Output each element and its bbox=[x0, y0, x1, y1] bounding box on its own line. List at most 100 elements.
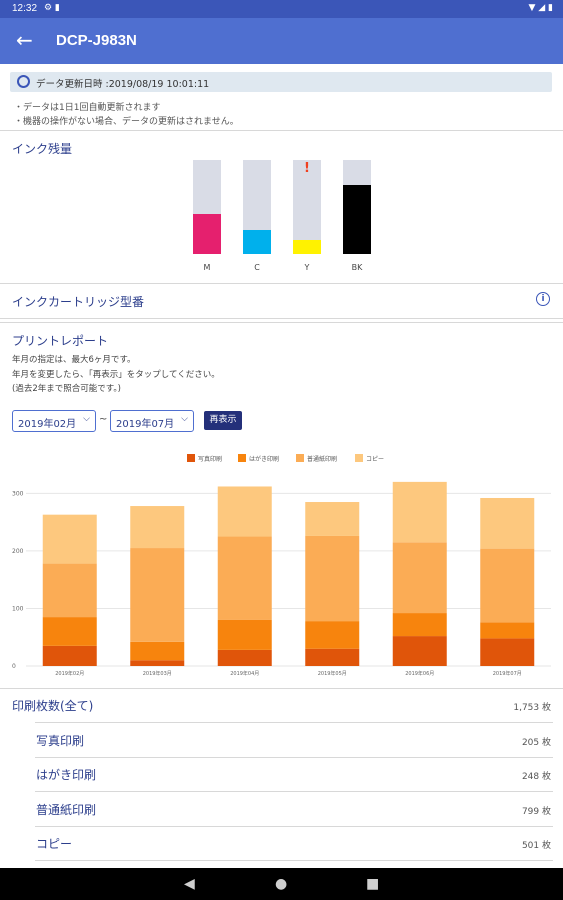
ink-label: C bbox=[254, 263, 260, 272]
bar-segment bbox=[392, 481, 447, 543]
ink-label: Y bbox=[304, 263, 310, 272]
bar-segment bbox=[305, 621, 360, 649]
to-month-select[interactable]: 2019年07月 ⌵ bbox=[110, 410, 194, 432]
back-arrow-icon[interactable]: ← bbox=[16, 28, 33, 52]
ink-cartridge-c bbox=[243, 160, 271, 254]
legend-item: 普通紙印刷 bbox=[296, 454, 337, 463]
x-tick-label: 2019年06月 bbox=[405, 670, 434, 677]
x-tick-label: 2019年07月 bbox=[493, 670, 522, 677]
bar-segment bbox=[42, 617, 97, 646]
from-month-select[interactable]: 2019年02月 ⌵ bbox=[12, 410, 96, 432]
legend-label: コピー bbox=[366, 456, 385, 463]
bar-segment bbox=[217, 486, 272, 537]
ink-cartridge-m bbox=[193, 160, 221, 254]
legend-label: はがき印刷 bbox=[249, 456, 280, 463]
x-tick-label: 2019年02月 bbox=[55, 670, 84, 677]
bar-segment bbox=[480, 548, 535, 623]
stat-total-label: 印刷枚数(全て) bbox=[12, 699, 94, 713]
x-tick-label: 2019年05月 bbox=[318, 670, 347, 677]
bar-segment bbox=[392, 542, 447, 614]
ink-section-title: インク残量 bbox=[12, 142, 73, 156]
from-month-value: 2019年02月 bbox=[18, 419, 77, 430]
ink-level-fill bbox=[343, 185, 371, 254]
ink-label: BK bbox=[351, 263, 363, 272]
legend-swatch bbox=[238, 454, 246, 462]
ink-level-fill bbox=[243, 229, 271, 254]
divider bbox=[0, 318, 563, 319]
range-separator: ~ bbox=[99, 414, 108, 425]
legend-swatch bbox=[355, 454, 363, 462]
bar-segment bbox=[305, 502, 360, 536]
page-title: DCP-J983N bbox=[56, 32, 137, 49]
ink-cartridge-bk bbox=[343, 160, 371, 254]
bar-segment bbox=[130, 506, 185, 549]
bar-segment bbox=[217, 649, 272, 666]
divider bbox=[35, 860, 553, 861]
divider bbox=[35, 722, 553, 723]
to-month-value: 2019年07月 bbox=[116, 419, 175, 430]
divider bbox=[0, 688, 563, 689]
info-icon[interactable]: i bbox=[536, 292, 550, 306]
nav-recents-icon[interactable]: ■ bbox=[366, 876, 380, 892]
x-tick-label: 2019年04月 bbox=[230, 670, 259, 677]
y-tick-label: 200 bbox=[12, 548, 24, 555]
bar-segment bbox=[392, 613, 447, 637]
legend-label: 写真印刷 bbox=[198, 456, 223, 463]
update-note: ・機器の操作がない場合、データの更新はされません。 bbox=[14, 117, 239, 127]
nav-home-icon[interactable]: ● bbox=[275, 876, 288, 892]
system-icons: ▼ ◢ ▮ bbox=[528, 3, 553, 13]
bar-segment bbox=[42, 645, 97, 666]
divider bbox=[35, 791, 553, 792]
bar-segment bbox=[305, 535, 360, 622]
ink-level-fill bbox=[293, 239, 321, 254]
redisplay-button[interactable]: 再表示 bbox=[204, 411, 242, 430]
stat-value: 248 枚 bbox=[521, 772, 551, 782]
legend-item: はがき印刷 bbox=[238, 454, 279, 463]
legend-label: 普通紙印刷 bbox=[307, 456, 338, 463]
print-report-title: プリントレポート bbox=[12, 334, 109, 348]
ink-cartridge-y bbox=[293, 160, 321, 254]
divider bbox=[35, 757, 553, 758]
chevron-down-icon: ⌵ bbox=[181, 414, 188, 424]
bar-segment bbox=[217, 536, 272, 620]
clock: 12:32 bbox=[12, 3, 38, 14]
bar-segment bbox=[130, 548, 185, 642]
system-nav-bar: ◀ ● ■ bbox=[0, 868, 563, 900]
report-note: 年月の指定は、最大6ヶ月です。 bbox=[12, 355, 136, 365]
ink-level-fill bbox=[193, 213, 221, 254]
report-note: (過去2年まで照合可能です。) bbox=[12, 384, 121, 394]
legend-item: 写真印刷 bbox=[187, 454, 222, 463]
nav-back-icon[interactable]: ◀ bbox=[184, 876, 195, 892]
legend-swatch bbox=[187, 454, 195, 462]
bar-segment bbox=[305, 648, 360, 666]
y-tick-label: 300 bbox=[12, 490, 24, 497]
chevron-down-icon: ⌵ bbox=[83, 414, 90, 424]
divider bbox=[0, 322, 563, 323]
update-timestamp-box: データ更新日時 :2019/08/19 10:01:11 bbox=[10, 72, 552, 92]
cartridge-model-title[interactable]: インクカートリッジ型番 bbox=[12, 295, 145, 309]
update-timestamp: データ更新日時 :2019/08/19 10:01:11 bbox=[36, 79, 210, 90]
report-note: 年月を変更したら、「再表示」をタップしてください。 bbox=[12, 370, 220, 380]
warning-icon: ! bbox=[304, 161, 310, 176]
notification-icons: ⚙ ▮ bbox=[44, 3, 60, 13]
bar-segment bbox=[217, 619, 272, 650]
stat-total-value: 1,753 枚 bbox=[513, 703, 551, 713]
divider bbox=[35, 826, 553, 827]
divider bbox=[0, 283, 563, 284]
stat-label: 普通紙印刷 bbox=[36, 803, 97, 817]
divider bbox=[0, 130, 563, 131]
bar-segment bbox=[480, 622, 535, 639]
update-note: ・データは1日1回自動更新されます bbox=[14, 103, 161, 113]
bar-segment bbox=[480, 497, 535, 549]
y-tick-label: 0 bbox=[12, 663, 16, 670]
status-bar: 12:32 ⚙ ▮ ▼ ◢ ▮ bbox=[0, 0, 563, 18]
bar-segment bbox=[42, 563, 97, 618]
bar-segment bbox=[130, 641, 185, 661]
bar-segment bbox=[392, 636, 447, 666]
legend-item: コピー bbox=[355, 454, 384, 463]
stat-label: はがき印刷 bbox=[36, 768, 97, 782]
stat-label: コピー bbox=[36, 837, 73, 851]
print-report-chart: 0 100 200 300 2019年02月 2019年03月 2019年04月 2019年0… bbox=[12, 481, 551, 677]
bar-segment bbox=[480, 638, 535, 666]
stat-value: 799 枚 bbox=[521, 807, 551, 817]
